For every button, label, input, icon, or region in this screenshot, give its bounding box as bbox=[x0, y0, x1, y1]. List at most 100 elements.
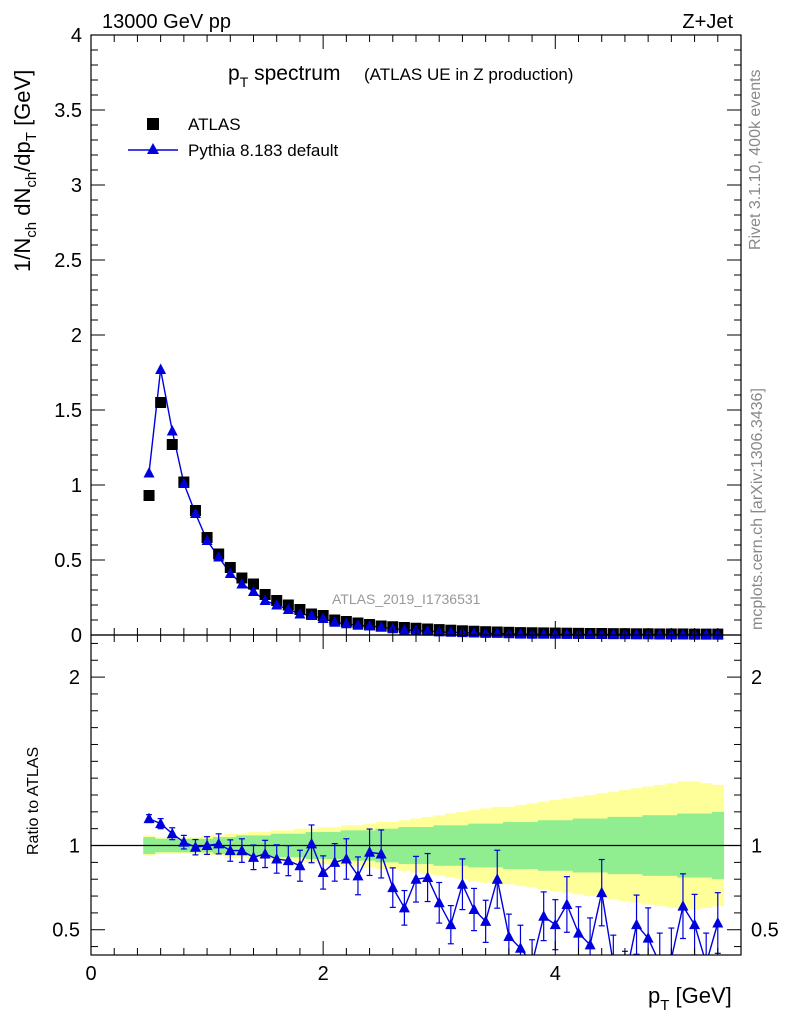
ratio-point bbox=[491, 873, 503, 884]
ratio-point bbox=[236, 844, 248, 856]
beam-label: 13000 GeV pp bbox=[102, 11, 231, 33]
ratio-point bbox=[468, 903, 480, 915]
ratio-point bbox=[306, 837, 318, 849]
ratio-point bbox=[189, 841, 201, 852]
mc-point bbox=[352, 619, 364, 630]
ratio-point bbox=[503, 930, 515, 941]
ratio-point bbox=[224, 844, 236, 856]
ratio-point bbox=[166, 827, 178, 839]
ratio-point bbox=[248, 851, 259, 862]
ratio-y-tick-label-right: 2 bbox=[751, 667, 762, 689]
mc-point bbox=[271, 599, 283, 610]
title-p: p bbox=[228, 62, 240, 85]
mc-point bbox=[143, 467, 155, 478]
ratio-point bbox=[143, 812, 155, 824]
title-sub: T bbox=[240, 74, 249, 90]
legend-mc-label: Pythia 8.183 default bbox=[188, 141, 339, 160]
ratio-point bbox=[456, 878, 468, 889]
mc-point bbox=[166, 425, 178, 436]
ratio-y-tick-label-right: 1 bbox=[751, 836, 762, 858]
mc-point bbox=[340, 617, 352, 629]
mc-point bbox=[155, 363, 167, 374]
main-y-axis: 0 0.5 1 1.5 2 2.5 3 3.5 4 bbox=[54, 25, 742, 647]
ratio-point bbox=[422, 871, 434, 883]
site-label: mcplots.cern.ch [arXiv:1306.3436] bbox=[749, 388, 766, 630]
ratio-point bbox=[584, 938, 596, 950]
ratio-point bbox=[201, 839, 213, 851]
analysis-id: ATLAS_2019_I1736531 bbox=[332, 591, 481, 607]
mc-point bbox=[607, 628, 619, 639]
xlabel-sub: T bbox=[660, 997, 669, 1014]
ratio-point bbox=[433, 896, 445, 908]
data-point bbox=[248, 578, 259, 590]
mc-point bbox=[259, 594, 271, 605]
legend-mc-marker bbox=[147, 143, 159, 154]
mc-point bbox=[538, 628, 550, 639]
ratio-point bbox=[538, 910, 550, 921]
xlabel-p: p bbox=[648, 983, 660, 1008]
process-label: Z+Jet bbox=[682, 11, 733, 33]
mc-point bbox=[514, 628, 526, 639]
ratio-point bbox=[213, 837, 225, 849]
y-tick-label: 0.5 bbox=[54, 550, 82, 572]
ratio-point bbox=[514, 942, 526, 953]
ratio-y-tick-label-right: 0.5 bbox=[751, 920, 779, 942]
ratio-point bbox=[712, 917, 724, 928]
mc-point bbox=[306, 609, 318, 620]
ratio-panel: 0.5 0.5 1 1 2 2 0 2 4 Ratio to ATLAS pT [GeV] bbox=[25, 634, 779, 1014]
ratio-point bbox=[259, 847, 271, 859]
ratio-point bbox=[573, 927, 584, 938]
ratio-axes: 0.5 0.5 1 1 2 2 0 2 4 bbox=[52, 635, 779, 985]
mc-point bbox=[224, 567, 236, 578]
ratio-point bbox=[480, 915, 492, 926]
ratio-point bbox=[364, 846, 376, 857]
legend: ATLAS Pythia 8.183 default bbox=[128, 115, 339, 160]
ratio-point bbox=[271, 853, 283, 864]
ratio-point bbox=[561, 898, 573, 909]
mc-point bbox=[213, 551, 225, 562]
mc-point bbox=[236, 578, 248, 589]
ratio-point bbox=[398, 901, 410, 913]
ratio-point bbox=[294, 859, 306, 871]
data-point bbox=[155, 397, 167, 408]
ratio-point bbox=[329, 856, 341, 867]
y-tick-label: 4 bbox=[71, 25, 82, 47]
mc-point bbox=[294, 608, 306, 619]
ratio-point bbox=[317, 866, 329, 877]
y-tick-label: 1 bbox=[71, 475, 82, 497]
ratio-point bbox=[155, 817, 167, 829]
title-note: (ATLAS UE in Z production) bbox=[364, 65, 573, 84]
mc-point bbox=[282, 603, 294, 614]
ratio-point bbox=[340, 853, 352, 864]
ratio-point bbox=[387, 881, 399, 893]
mc-point bbox=[398, 624, 410, 635]
ratio-point bbox=[352, 869, 364, 881]
main-title: pT spectrum bbox=[228, 62, 340, 90]
ratio-point bbox=[549, 918, 561, 930]
legend-data-label: ATLAS bbox=[188, 115, 241, 134]
mc-point bbox=[584, 628, 596, 639]
mc-point bbox=[248, 585, 259, 596]
x-tick-label: 0 bbox=[85, 963, 96, 985]
y-tick-label: 2.5 bbox=[54, 250, 82, 272]
mc-point bbox=[700, 628, 712, 640]
main-ylabel: 1/Nch dNch/dpT [GeV] bbox=[10, 70, 40, 272]
ratio-ylabel: Ratio to ATLAS bbox=[25, 747, 42, 855]
y-tick-label: 3.5 bbox=[54, 100, 82, 122]
ratio-point bbox=[677, 900, 689, 911]
y-tick-label: 2 bbox=[71, 325, 82, 347]
ratio-point bbox=[631, 918, 643, 930]
mc-point bbox=[329, 616, 341, 627]
data-point bbox=[166, 439, 178, 450]
mc-point bbox=[189, 507, 201, 518]
x-axis-label: pT [GeV] bbox=[648, 983, 732, 1014]
xlabel-rest: [GeV] bbox=[669, 983, 731, 1008]
main-panel: 0 0.5 1 1.5 2 2.5 3 3.5 4 pT spectrum (ATLAS UE … bbox=[10, 25, 742, 647]
ratio-point bbox=[282, 854, 294, 866]
mc-point bbox=[317, 612, 329, 623]
ratio-y-tick-label: 1 bbox=[69, 836, 80, 858]
mc-point bbox=[422, 625, 434, 636]
mc-point bbox=[445, 626, 457, 637]
ratio-point bbox=[375, 847, 387, 859]
